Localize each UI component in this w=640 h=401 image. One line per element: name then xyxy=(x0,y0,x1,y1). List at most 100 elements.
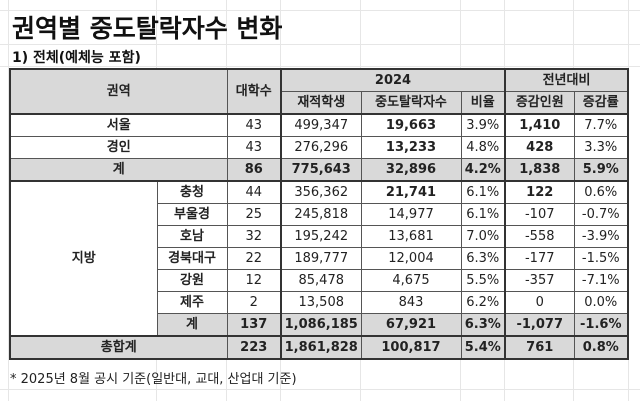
header-change-rate: 증감률 xyxy=(573,91,629,115)
change-count-cell: 0 xyxy=(504,291,575,314)
footnote: * 2025년 8월 공시 기준(일반대, 교대, 산업대 기준) xyxy=(10,372,297,387)
change-count-cell: -1,077 xyxy=(504,313,575,337)
change-rate-cell: 0.8% xyxy=(573,335,629,360)
enrolled-cell: 356,362 xyxy=(280,180,362,204)
change-count-cell: 122 xyxy=(504,180,575,204)
dropouts-cell: 13,233 xyxy=(360,136,462,159)
table-row: 서울 43 499,347 19,663 3.9% 1,410 7.7% xyxy=(9,113,629,137)
dropouts-cell: 100,817 xyxy=(360,335,462,360)
region-cell: 호남 xyxy=(156,225,228,248)
enrolled-cell: 1,086,185 xyxy=(280,313,362,337)
enrolled-cell: 189,777 xyxy=(280,247,362,270)
enrolled-cell: 276,296 xyxy=(280,136,362,159)
change-rate-cell: -1.5% xyxy=(573,247,629,270)
ratio-cell: 6.1% xyxy=(460,180,506,204)
ratio-cell: 6.2% xyxy=(460,291,506,314)
change-rate-cell: 0.0% xyxy=(573,291,629,314)
dropouts-cell: 32,896 xyxy=(360,158,462,182)
header-ratio: 비율 xyxy=(460,91,506,115)
change-rate-cell: 3.3% xyxy=(573,136,629,159)
change-rate-cell: 5.9% xyxy=(573,158,629,182)
change-rate-cell: -3.9% xyxy=(573,225,629,248)
enrolled-cell: 1,861,828 xyxy=(280,335,362,360)
ratio-cell: 6.3% xyxy=(460,247,506,270)
change-count-cell: 428 xyxy=(504,136,575,159)
universities-cell: 2 xyxy=(226,291,282,314)
enrolled-cell: 775,643 xyxy=(280,158,362,182)
header-enrolled: 재적학생 xyxy=(280,91,362,115)
change-count-cell: -558 xyxy=(504,225,575,248)
dropouts-cell: 843 xyxy=(360,291,462,314)
table-row: 제주 2 13,508 843 6.2% 0 0.0% xyxy=(10,291,629,314)
universities-cell: 32 xyxy=(226,225,282,248)
subtotal-label: 계 xyxy=(9,158,228,182)
dropouts-cell: 67,921 xyxy=(360,313,462,337)
region-cell: 부울경 xyxy=(156,203,228,226)
dropouts-cell: 19,663 xyxy=(360,113,462,137)
enrolled-cell: 85,478 xyxy=(280,269,362,292)
header-region: 권역 xyxy=(9,68,228,115)
total-label: 총합계 xyxy=(9,335,228,360)
header-dropouts: 중도탈락자수 xyxy=(360,91,462,115)
ratio-cell: 4.8% xyxy=(460,136,506,159)
dropouts-cell: 13,681 xyxy=(360,225,462,248)
header-year: 2024 xyxy=(280,68,506,92)
header-universities: 대학수 xyxy=(226,68,282,115)
region-cell: 충청 xyxy=(156,180,228,204)
dropouts-cell: 21,741 xyxy=(360,180,462,204)
universities-cell: 86 xyxy=(226,158,282,182)
gridline xyxy=(0,44,640,45)
local-group-label: 지방 xyxy=(9,180,158,337)
enrolled-cell: 499,347 xyxy=(280,113,362,137)
dropouts-cell: 12,004 xyxy=(360,247,462,270)
dropouts-cell: 14,977 xyxy=(360,203,462,226)
ratio-cell: 5.5% xyxy=(460,269,506,292)
change-rate-cell: -7.1% xyxy=(573,269,629,292)
change-count-cell: -357 xyxy=(504,269,575,292)
subtotal-label: 계 xyxy=(156,313,228,337)
region-cell: 경북대구 xyxy=(156,247,228,270)
change-count-cell: 1,410 xyxy=(504,113,575,137)
gridline xyxy=(8,0,9,401)
region-cell: 경인 xyxy=(9,136,228,159)
region-cell: 서울 xyxy=(9,113,228,137)
total-row: 총합계 223 1,861,828 100,817 5.4% 761 0.8% xyxy=(9,335,629,360)
region-cell: 제주 xyxy=(156,291,228,314)
change-count-cell: -107 xyxy=(504,203,575,226)
enrolled-cell: 13,508 xyxy=(280,291,362,314)
ratio-cell: 6.1% xyxy=(460,203,506,226)
change-rate-cell: -0.7% xyxy=(573,203,629,226)
region-cell: 강원 xyxy=(156,269,228,292)
table-row: 강원 12 85,478 4,675 5.5% -357 -7.1% xyxy=(10,269,629,292)
enrolled-cell: 195,242 xyxy=(280,225,362,248)
page-title: 권역별 중도탈락자수 변화 xyxy=(12,14,283,43)
change-count-cell: -177 xyxy=(504,247,575,270)
gridline xyxy=(0,389,640,390)
ratio-cell: 6.3% xyxy=(460,313,506,337)
table-row: 부울경 25 245,818 14,977 6.1% -107 -0.7% xyxy=(10,203,629,226)
header-yoy: 전년대비 xyxy=(504,68,629,92)
ratio-cell: 3.9% xyxy=(460,113,506,137)
ratio-cell: 7.0% xyxy=(460,225,506,248)
universities-cell: 12 xyxy=(226,269,282,292)
change-rate-cell: -1.6% xyxy=(573,313,629,337)
universities-cell: 43 xyxy=(226,113,282,137)
ratio-cell: 4.2% xyxy=(460,158,506,182)
subtotal-row: 계 86 775,643 32,896 4.2% 1,838 5.9% xyxy=(9,158,629,182)
change-count-cell: 1,838 xyxy=(504,158,575,182)
universities-cell: 44 xyxy=(226,180,282,204)
ratio-cell: 5.4% xyxy=(460,335,506,360)
gridline xyxy=(0,66,640,67)
universities-cell: 22 xyxy=(226,247,282,270)
table-row: 지방 충청 44 356,362 21,741 6.1% 122 0.6% xyxy=(9,180,629,337)
universities-cell: 137 xyxy=(226,313,282,337)
universities-cell: 223 xyxy=(226,335,282,360)
change-rate-cell: 0.6% xyxy=(573,180,629,204)
universities-cell: 25 xyxy=(226,203,282,226)
enrolled-cell: 245,818 xyxy=(280,203,362,226)
dropouts-cell: 4,675 xyxy=(360,269,462,292)
table-row: 경인 43 276,296 13,233 4.8% 428 3.3% xyxy=(9,136,629,159)
section-subtitle: 1) 전체(예체능 포함) xyxy=(12,50,141,66)
change-rate-cell: 7.7% xyxy=(573,113,629,137)
gridline xyxy=(0,10,640,11)
